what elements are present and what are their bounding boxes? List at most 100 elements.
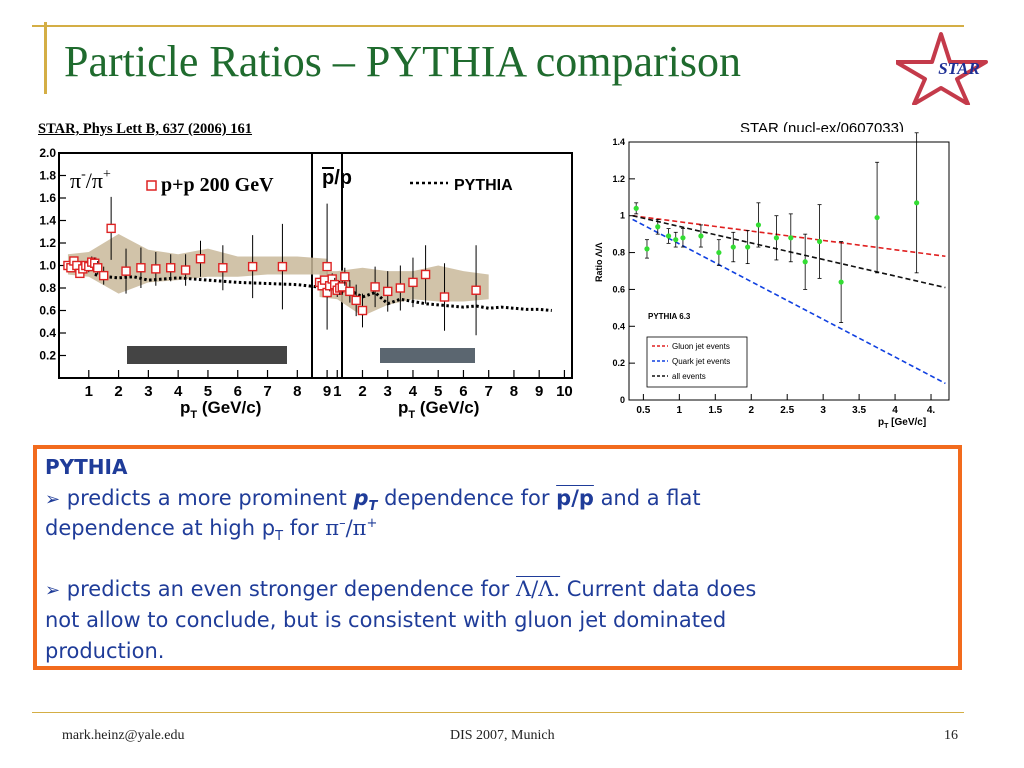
y-tick-label: 1.8 (39, 169, 56, 183)
bullet-1-line-1: ➢ predicts a more prominent pT dependenc… (45, 486, 701, 515)
annotation-pythia63: PYTHIA 6.3 (648, 312, 691, 321)
y-tick-label: 1.4 (39, 214, 56, 228)
x-tick-label: 1.5 (708, 405, 722, 416)
y-tick-label: 1.6 (39, 191, 56, 205)
bullet-arrow-icon: ➢ (45, 580, 61, 601)
y-tick-label: 0.6 (612, 284, 625, 294)
data-point (439, 292, 450, 302)
x-axis-label-lambda: pT [GeV/c] (878, 417, 926, 430)
data-point (121, 266, 131, 276)
data-point (151, 264, 161, 274)
data-point (340, 272, 350, 282)
data-point (644, 246, 650, 252)
data-point (98, 270, 109, 281)
star-logo: STAR (896, 32, 988, 105)
x-tick-label: 5 (434, 383, 442, 400)
figure-pion-proton-ratios: 2.01.81.61.41.21.00.80.60.40.21 2 3 4 5 6 7 8 9 1… (30, 148, 580, 423)
x-tick-label: 9 (323, 383, 331, 400)
x-tick-label: 5 (204, 383, 212, 400)
data-point (93, 263, 103, 273)
x-tick-label: 1 (677, 405, 683, 416)
pythia-curve (336, 280, 552, 312)
data-point (655, 224, 661, 230)
x-tick-label: 4. (927, 405, 936, 416)
x-tick-label: 0.5 (636, 405, 650, 416)
y-tick-label: 0.2 (39, 349, 56, 363)
data-point (395, 283, 406, 293)
pythia-line (632, 214, 946, 258)
legend-quark: Quark jet events (672, 357, 730, 366)
x-tick-label: 2 (748, 405, 754, 416)
data-point (218, 263, 228, 273)
star-logo-icon (896, 32, 988, 105)
data-point (874, 214, 880, 221)
y-tick-label: 1 (620, 211, 625, 221)
y-tick-label: 0.4 (39, 326, 56, 340)
x-tick-label: 3 (144, 383, 152, 400)
slide-title: Particle Ratios – PYTHIA comparison (64, 37, 742, 86)
data-point (370, 282, 380, 292)
data-point (716, 249, 722, 256)
data-point (471, 285, 481, 295)
data-point (773, 235, 780, 241)
data-point (351, 295, 361, 306)
data-point (745, 244, 751, 250)
data-point (698, 233, 704, 239)
y-tick-label: 0 (620, 395, 625, 405)
x-tick-label: 2 (114, 383, 122, 400)
data-point (420, 269, 431, 280)
data-point (247, 261, 258, 272)
bullet-2-line-3: production. (45, 639, 165, 663)
pythia-text-box: PYTHIA ➢ predicts a more prominent pT de… (33, 445, 962, 670)
data-point (277, 261, 288, 272)
data-point (408, 277, 418, 288)
title-rule-vertical (44, 22, 47, 94)
footer-page-number: 16 (944, 728, 958, 743)
x-tick-label: 4 (174, 383, 183, 400)
panel-label-pbar-p: p/p (322, 167, 352, 189)
lambda-frame (628, 141, 950, 401)
x-axis-label-left: pT (GeV/c) (180, 398, 261, 421)
data-point (136, 263, 146, 273)
title-rule-horizontal (32, 25, 964, 27)
systematic-box-left (127, 346, 287, 364)
x-tick-label: 4 (892, 405, 898, 416)
footer-rule (32, 712, 964, 713)
x-tick-label: 6 (234, 383, 242, 400)
data-point (357, 305, 368, 316)
data-point (788, 235, 794, 241)
data-point (106, 223, 116, 234)
legend-all: all events (672, 372, 706, 381)
x-tick-label: 4 (409, 383, 418, 400)
data-point (665, 233, 672, 239)
figure-lambda-ratio: 1.4 1.2 1 0.8 0.6 0.4 0.2 0 0.5 1 1.5 2 2.5 3 3.5 4 4. P… (585, 132, 960, 432)
x-tick-label: 7 (263, 383, 271, 400)
x-tick-label: 2 (358, 383, 366, 400)
y-axis-label-lambda: Ratio Λ/Λ (594, 242, 604, 282)
data-point (802, 259, 808, 265)
x-tick-label: 6 (459, 383, 467, 400)
legend-gluon: Gluon jet events (672, 342, 730, 351)
y-tick-label: 0.6 (39, 304, 56, 318)
x-tick-label: 3 (384, 383, 392, 400)
y-tick-label: 1.2 (612, 174, 625, 184)
bullet-1-line-2: dependence at high pT for π–/π+ (45, 516, 378, 545)
legend-square-marker (146, 180, 157, 191)
data-point (633, 205, 639, 211)
data-point (322, 261, 332, 272)
y-tick-label: 0.8 (612, 248, 625, 258)
pythia-line (632, 214, 946, 289)
x-tick-label: 3 (820, 405, 826, 416)
bullet-2-line-1: ➢ predicts an even stronger dependence f… (45, 577, 757, 601)
y-tick-label: 0.2 (612, 358, 625, 368)
systematic-band (67, 234, 328, 294)
data-point (838, 279, 844, 285)
y-tick-label: 1.0 (39, 259, 56, 273)
y-tick-label: 0.4 (612, 321, 625, 331)
reference-left: STAR, Phys Lett B, 637 (2006) 161 (38, 121, 253, 137)
x-tick-label: 1 (333, 383, 341, 400)
x-tick-label: 2.5 (780, 405, 794, 416)
x-axis-label-middle: pT (GeV/c) (398, 398, 479, 421)
data-point (755, 222, 762, 228)
data-point (383, 286, 393, 297)
